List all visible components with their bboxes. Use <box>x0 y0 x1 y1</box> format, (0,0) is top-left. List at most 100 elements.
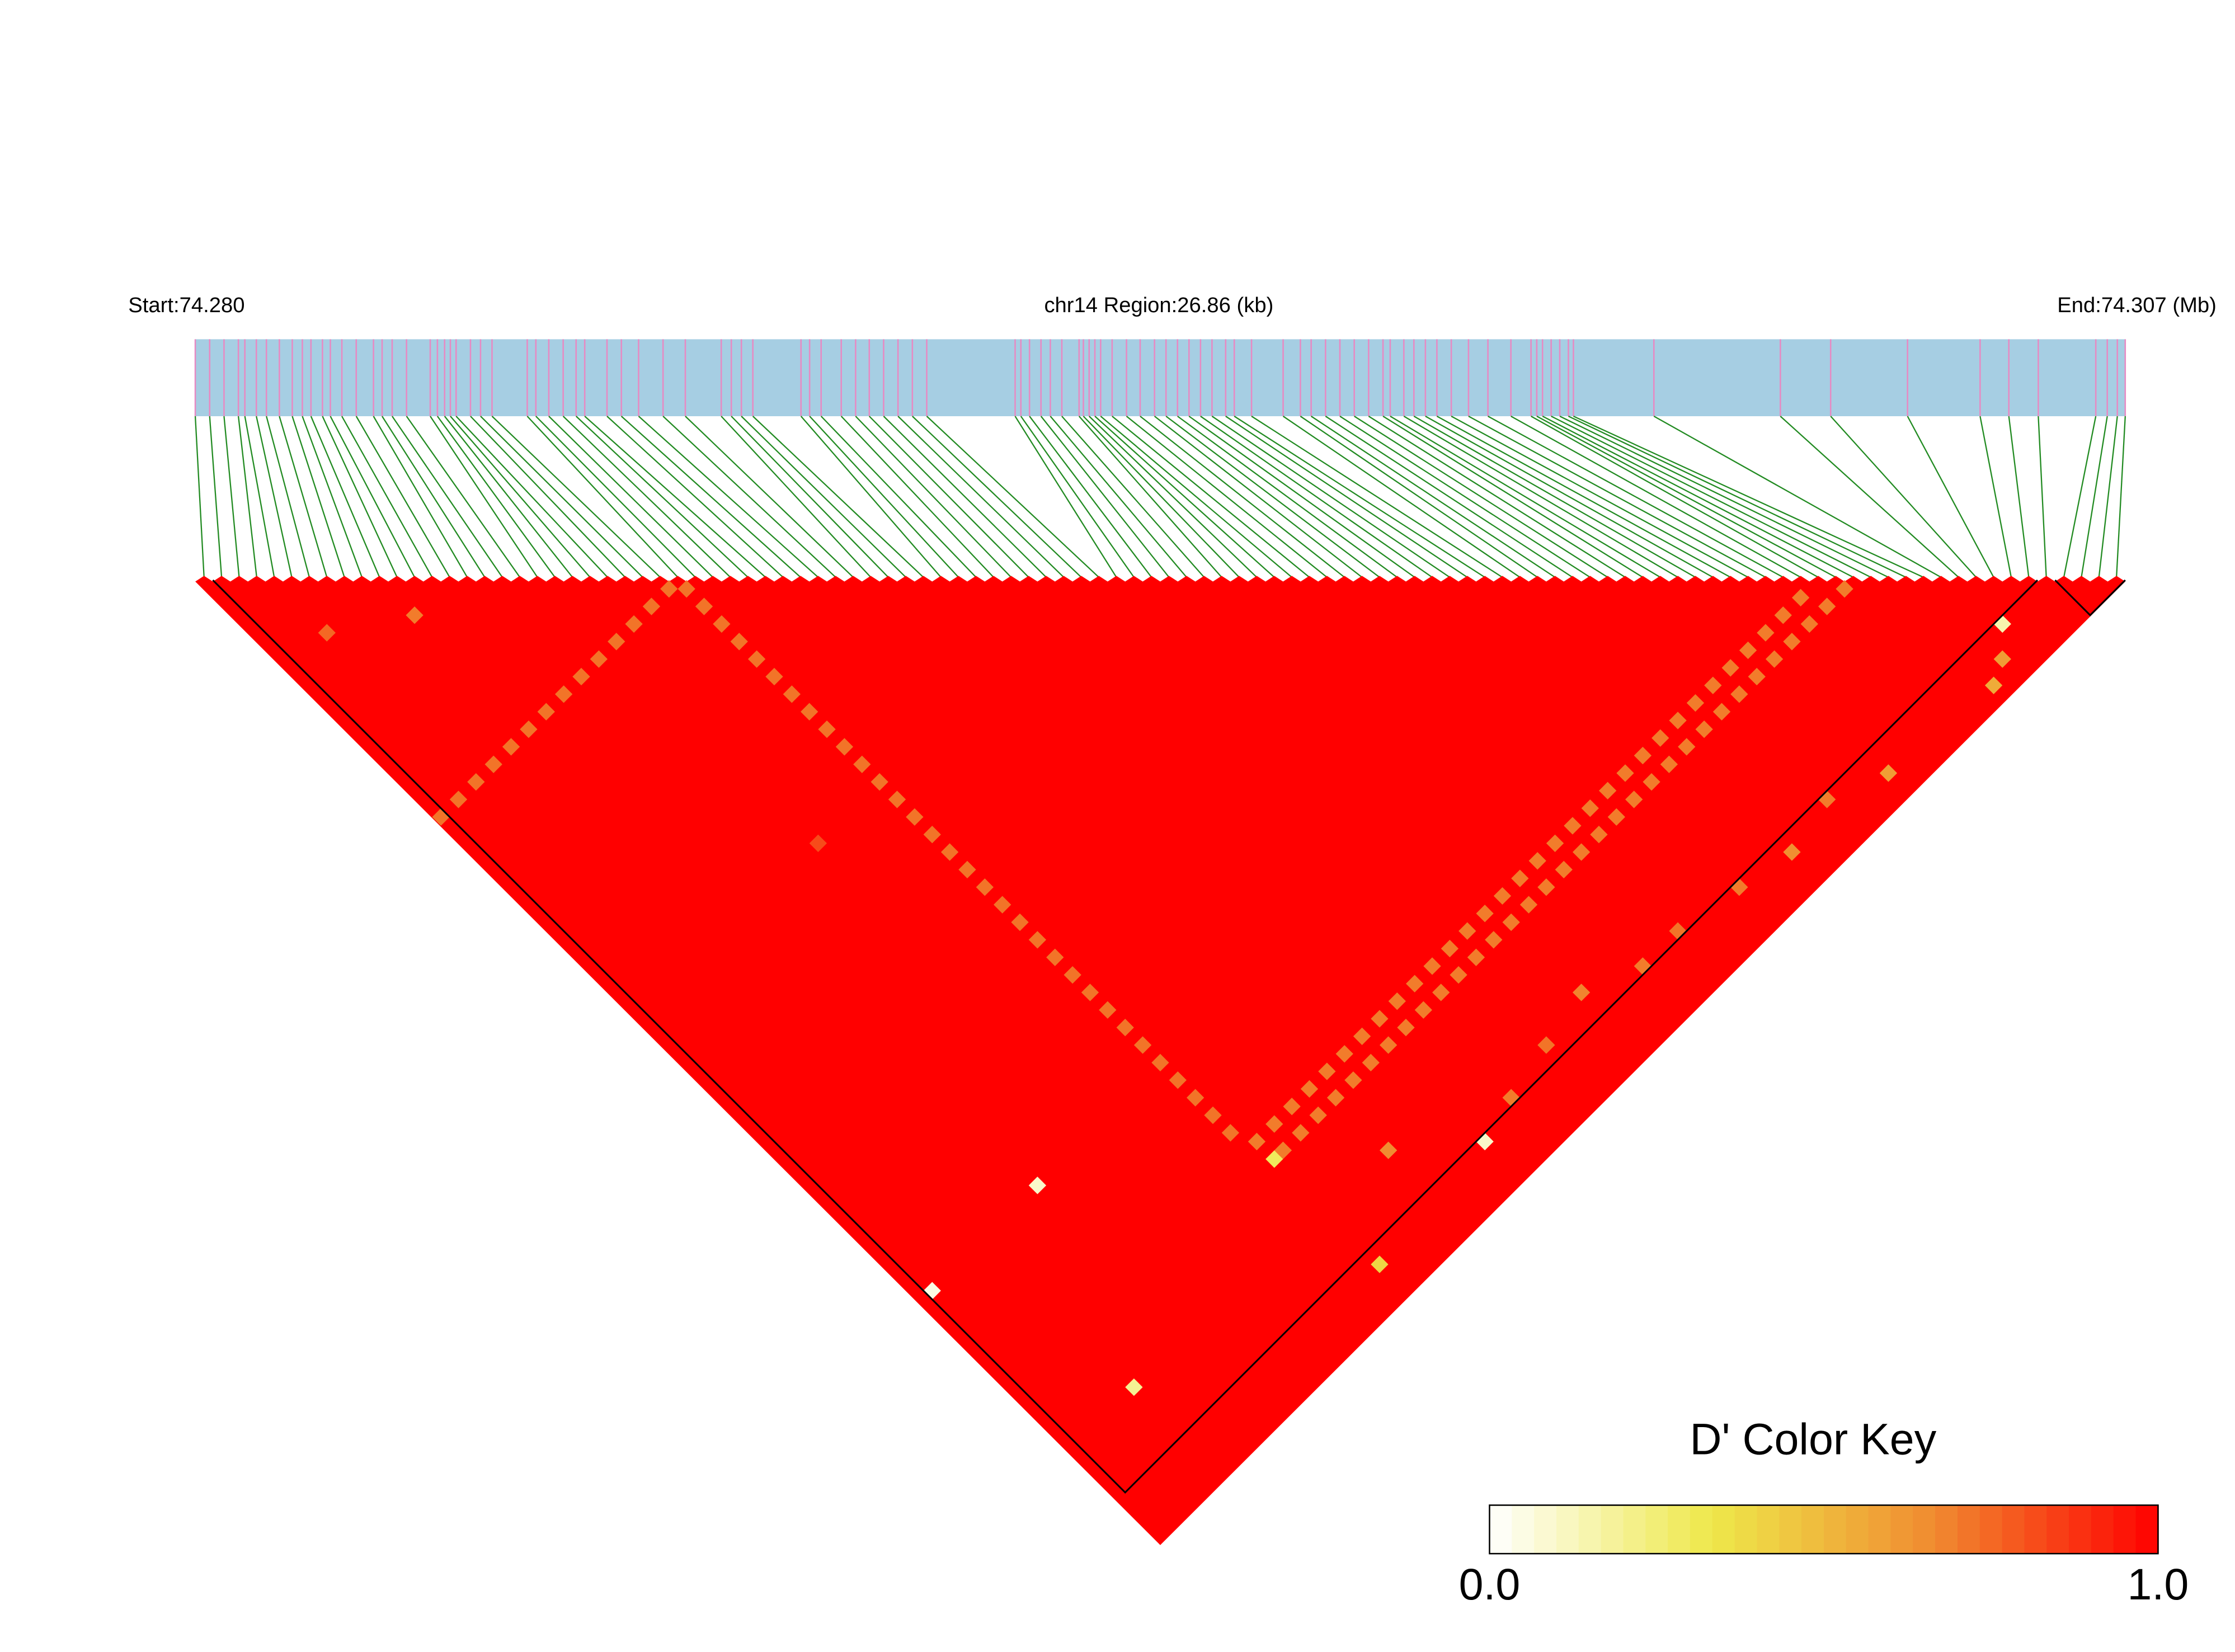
ld-cell <box>1326 1089 1345 1107</box>
ld-block <box>212 579 2039 1494</box>
snp-connector <box>1234 416 1485 578</box>
snp-connector <box>855 416 1012 578</box>
ld-cell <box>1739 641 1757 660</box>
ld-cell <box>1265 1150 1283 1168</box>
snp-connector <box>209 416 223 577</box>
snp-connector <box>526 416 679 578</box>
ld-cell <box>835 738 854 756</box>
snp-connector <box>1542 415 1854 578</box>
ld-cell <box>467 773 485 791</box>
ld-cell <box>1625 790 1643 808</box>
ld-cell <box>809 834 827 853</box>
snp-connector <box>868 416 1029 578</box>
ld-cell <box>1730 685 1748 703</box>
color-key-step <box>1512 1505 1535 1554</box>
ld-cell <box>406 606 424 624</box>
snp-connector <box>721 416 872 578</box>
snp-connector <box>1083 416 1240 578</box>
ld-cell <box>1064 966 1081 984</box>
color-key-frame <box>1489 1504 2159 1555</box>
snp-connector <box>620 416 801 578</box>
ld-cell <box>1818 597 1836 615</box>
ld-cell <box>1335 1045 1353 1063</box>
snp-connector <box>1536 415 1836 578</box>
snp-connector <box>926 416 1099 578</box>
snp-connector <box>1403 416 1678 578</box>
snp-connector <box>548 416 714 578</box>
ld-cell <box>642 597 661 615</box>
ld-cell <box>853 755 871 773</box>
ld-cell <box>1099 1001 1117 1019</box>
ld-cell <box>1397 1019 1415 1037</box>
ld-cell <box>1678 738 1696 756</box>
ld-cell <box>1169 1071 1187 1089</box>
ld-cell <box>1695 720 1713 738</box>
snp-connector <box>731 416 889 578</box>
snp-connector <box>800 416 942 578</box>
snp-connector <box>310 416 380 578</box>
snp-connector <box>752 416 924 578</box>
ld-cell <box>1493 887 1512 905</box>
snp-connector <box>444 416 573 578</box>
snp-connector <box>480 416 643 578</box>
snp-connector <box>662 416 836 578</box>
snp-connector <box>330 416 416 578</box>
ld-cell <box>1783 843 1801 861</box>
ld-cell <box>1476 905 1494 923</box>
snp-connector <box>1225 416 1468 578</box>
ld-cell <box>1651 729 1669 747</box>
ld-cell <box>1712 703 1731 721</box>
snp-connector <box>470 416 626 578</box>
color-key-step <box>1623 1505 1646 1554</box>
color-key-step <box>2024 1505 2048 1554</box>
ld-cell <box>1405 975 1424 992</box>
snp-connector <box>1436 415 1731 578</box>
ld-cell <box>695 597 713 615</box>
snp-connector <box>1188 416 1415 578</box>
snp-connector <box>436 416 556 578</box>
snp-connector <box>1354 416 1608 578</box>
ld-cell <box>1686 694 1705 712</box>
snp-connector <box>562 416 731 578</box>
snp-connector <box>1211 416 1451 578</box>
snp-connector <box>1061 416 1205 578</box>
color-key-step <box>1668 1505 1691 1554</box>
ld-cell <box>484 755 502 773</box>
ld-cell <box>537 703 555 721</box>
ld-cell <box>1765 650 1784 668</box>
snp-connector <box>1325 416 1573 578</box>
snp-connector <box>244 416 275 578</box>
ld-cell <box>747 650 766 668</box>
ld-cell <box>1721 659 1739 677</box>
color-key-step <box>1489 1505 1513 1554</box>
snp-connector <box>1282 416 1521 578</box>
ld-cell <box>818 720 836 738</box>
color-key-tick-label: 1.0 <box>2128 1560 2189 1609</box>
color-key-step <box>2069 1505 2092 1554</box>
color-key-step <box>1868 1505 1891 1554</box>
ld-cell <box>1581 799 1599 817</box>
snp-connector <box>1177 416 1398 578</box>
snp-connector <box>1573 415 1924 578</box>
color-key-step <box>1846 1505 1869 1554</box>
snp-connector <box>1014 416 1117 578</box>
snp-connector <box>638 416 819 578</box>
ld-cell <box>1423 957 1441 975</box>
snp-connector <box>1311 416 1556 578</box>
snp-connector <box>2038 416 2047 577</box>
ld-cell <box>1634 746 1652 765</box>
snp-connector <box>455 416 608 578</box>
snp-connector <box>840 416 994 578</box>
ld-cell <box>1555 860 1573 879</box>
ld-block <box>2054 579 2126 616</box>
color-key-step <box>1801 1505 1825 1554</box>
snp-connector <box>1551 415 1871 578</box>
ld-cell <box>940 843 959 861</box>
ld-cell <box>906 808 924 826</box>
color-key-step <box>1757 1505 1780 1554</box>
color-key-step <box>1779 1505 1803 1554</box>
snp-connector <box>1126 416 1328 578</box>
chart-title: chr14 Region:26.86 (kb) <box>1044 293 1273 317</box>
snp-connector <box>341 416 433 578</box>
